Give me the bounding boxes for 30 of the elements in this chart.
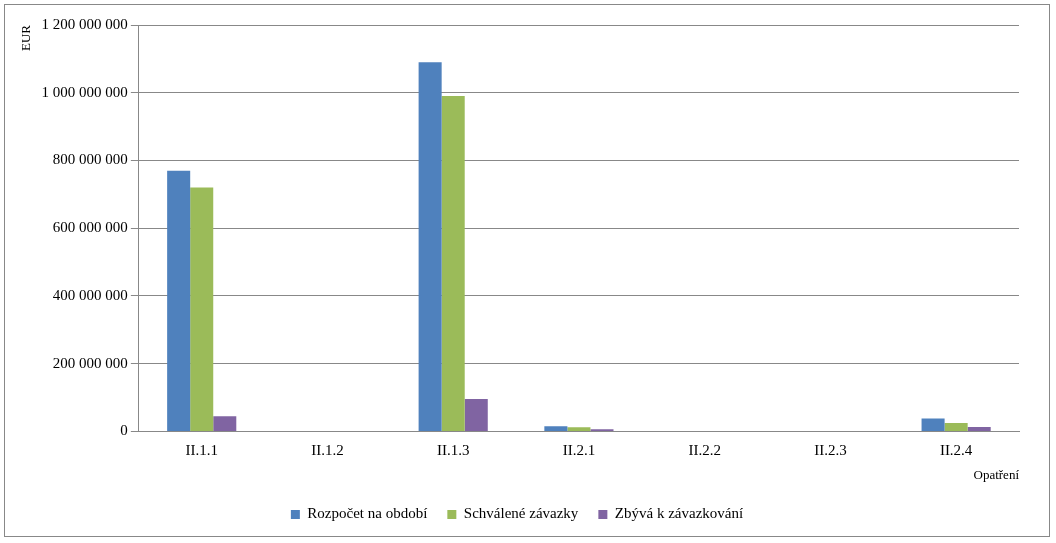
y-tick-label: 0 [120, 422, 128, 439]
bar [441, 96, 465, 431]
bar [967, 427, 991, 431]
y-tick-label: 1 200 000 000 [41, 15, 128, 32]
y-tick-label: 200 000 000 [52, 354, 128, 371]
x-tick-label: II.2.1 [562, 442, 596, 459]
bar [167, 170, 191, 431]
y-tick-label: 600 000 000 [52, 219, 128, 236]
bar [213, 416, 237, 431]
legend-label: Schválené závazky [463, 505, 579, 522]
y-axis-title: EUR [18, 24, 34, 51]
legend-label: Rozpočet na období [307, 505, 428, 522]
x-tick-label: II.2.4 [939, 442, 973, 459]
bar [921, 418, 945, 431]
bar [418, 62, 442, 431]
bar [190, 187, 214, 431]
x-tick-label: II.1.1 [185, 442, 218, 459]
x-tick-label: II.1.2 [311, 442, 344, 459]
bar [567, 427, 591, 431]
bar [544, 426, 568, 431]
bar [464, 398, 488, 431]
y-tick-label: 800 000 000 [52, 151, 128, 168]
y-tick-label: 400 000 000 [52, 286, 128, 303]
x-axis-title: Opatření [973, 466, 1020, 482]
legend-label: Zbývá k závazkování [614, 505, 744, 522]
bar [944, 422, 968, 431]
x-tick-label: II.1.3 [436, 442, 470, 459]
x-tick-label: II.2.2 [688, 442, 721, 459]
x-tick-label: II.2.3 [814, 442, 847, 459]
y-tick-label: 1 000 000 000 [41, 83, 128, 100]
